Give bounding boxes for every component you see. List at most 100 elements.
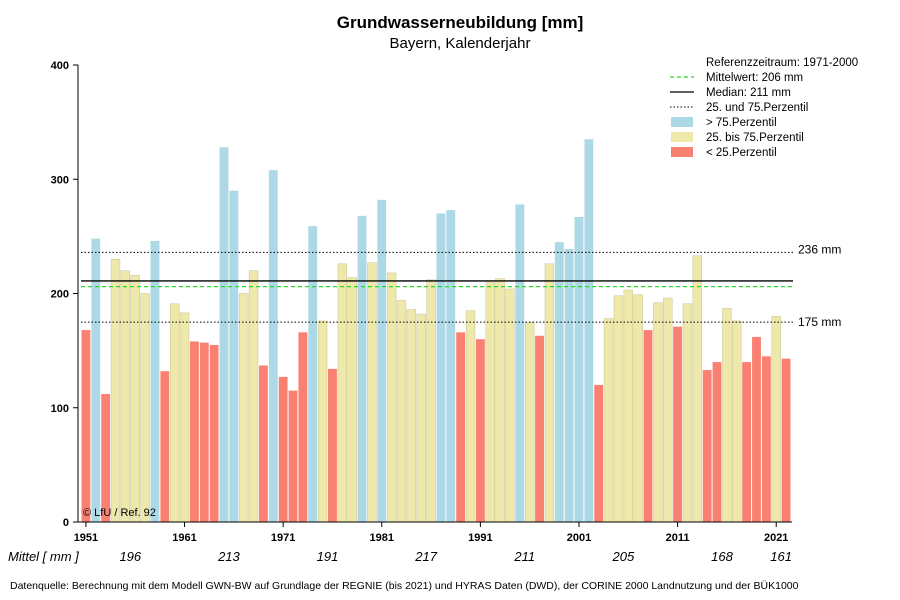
decade-mean-196: 196 (119, 549, 141, 564)
bar-1981 (377, 199, 387, 522)
decade-mean-217: 217 (414, 549, 437, 564)
legend-reference-period: Referenzzeitraum: 1971-2000 (706, 57, 858, 69)
bar-1986 (426, 279, 436, 523)
copyright-note: © LfU / Ref. 92 (83, 507, 156, 519)
y-tick-label-300: 300 (51, 174, 69, 186)
bar-1980 (367, 262, 377, 523)
legend-median-label: Median: 211 mm (706, 87, 791, 99)
bar-1977 (337, 263, 348, 523)
bar-1957 (140, 293, 150, 523)
bar-1967 (239, 293, 249, 523)
bar-1972 (288, 390, 298, 522)
x-tick-label-1981: 1981 (370, 532, 394, 544)
decade-means-label: Mittel [ mm ] (8, 549, 79, 564)
bar-2015 (712, 362, 722, 522)
x-tick-label-2021: 2021 (764, 532, 788, 544)
bar-1976 (328, 368, 337, 522)
bar-2017 (732, 320, 742, 523)
bar-1966 (229, 190, 239, 522)
bar-2004 (603, 318, 614, 523)
bar-2010 (663, 297, 673, 523)
bar-2000 (564, 248, 574, 522)
bar-1990 (465, 310, 476, 523)
bar-1971 (278, 376, 288, 522)
bars-group (81, 139, 791, 523)
bar-1969 (259, 365, 268, 522)
bar-1954 (110, 258, 121, 523)
bar-1997 (535, 335, 544, 522)
bar-1960 (170, 303, 180, 523)
bar-1985 (416, 313, 426, 523)
bar-1984 (406, 309, 417, 523)
legend-mid-swatch (671, 132, 693, 142)
bar-1962 (189, 341, 199, 522)
legend-low-swatch (671, 147, 693, 157)
x-tick-label-2011: 2011 (666, 532, 690, 544)
bar-2011 (673, 326, 683, 522)
legend-low-label: < 25.Perzentil (706, 147, 777, 159)
decade-mean-168: 168 (711, 549, 733, 564)
data-source: Datenquelle: Berechnung mit dem Modell G… (10, 580, 799, 592)
axes: 0 100 200 300 400 1951 1961 1971 1981 1991 2001 201… (51, 60, 792, 544)
bar-1982 (386, 272, 397, 523)
decade-mean-161: 161 (770, 549, 792, 564)
bar-2016 (722, 308, 732, 523)
y-tick-label-200: 200 (51, 289, 69, 301)
bar-2021 (771, 316, 781, 523)
x-tick-label-1971: 1971 (271, 532, 295, 544)
bar-1991 (475, 339, 485, 522)
bar-2013 (692, 255, 703, 523)
bar-1970 (268, 170, 278, 523)
bar-1998 (544, 263, 555, 523)
bar-2018 (742, 362, 752, 522)
y-tick-label-0: 0 (63, 517, 69, 529)
bar-1953 (101, 394, 111, 522)
bar-2022 (781, 358, 791, 522)
y-tick-label-400: 400 (51, 60, 69, 72)
bar-1995 (515, 204, 525, 522)
bar-2007 (633, 294, 643, 523)
bar-2001 (574, 216, 584, 522)
bar-2019 (752, 336, 761, 522)
bar-1956 (130, 274, 140, 523)
bar-1989 (456, 332, 466, 522)
legend-mean-label: Mittelwert: 206 mm (706, 72, 803, 84)
bar-1952 (91, 238, 101, 522)
chart-subtitle: Bayern, Kalenderjahr (390, 35, 531, 52)
bar-2020 (761, 356, 771, 522)
x-tick-label-2001: 2001 (567, 532, 591, 544)
bar-2014 (702, 370, 712, 522)
bar-1993 (495, 278, 505, 523)
bar-1961 (179, 312, 190, 523)
bar-2002 (584, 139, 594, 522)
bar-2006 (623, 289, 633, 523)
chart-title: Grundwasserneubildung [mm] (337, 13, 584, 32)
bar-1978 (347, 277, 357, 523)
legend-percentile-label: 25. und 75.Perzentil (706, 102, 808, 114)
bar-1992 (485, 281, 495, 523)
legend-mid-label: 25. bis 75.Perzentil (706, 132, 804, 144)
bar-1968 (248, 270, 259, 523)
bar-1958 (150, 240, 160, 522)
bar-1979 (357, 215, 367, 522)
decade-mean-213: 213 (217, 549, 240, 564)
bar-1999 (554, 242, 564, 522)
bar-2012 (682, 303, 693, 523)
legend: Referenzzeitraum: 1971-2000 Mittelwert: … (670, 57, 858, 159)
decade-mean-211: 211 (513, 549, 535, 564)
bar-1994 (505, 288, 515, 523)
decade-mean-191: 191 (317, 549, 339, 564)
bar-2009 (653, 302, 663, 523)
bar-1973 (298, 332, 308, 522)
bar-1987 (436, 213, 446, 522)
bar-1983 (396, 300, 407, 523)
bar-1959 (160, 371, 170, 522)
bar-1963 (199, 342, 209, 522)
bar-1996 (525, 321, 535, 523)
decade-means: 196 213 191 217 211 205 168 161 (119, 549, 792, 564)
percentile-25-label: 175 mm (798, 315, 841, 329)
x-tick-label-1951: 1951 (74, 532, 98, 544)
bar-1955 (120, 270, 131, 523)
bar-1988 (446, 210, 456, 522)
